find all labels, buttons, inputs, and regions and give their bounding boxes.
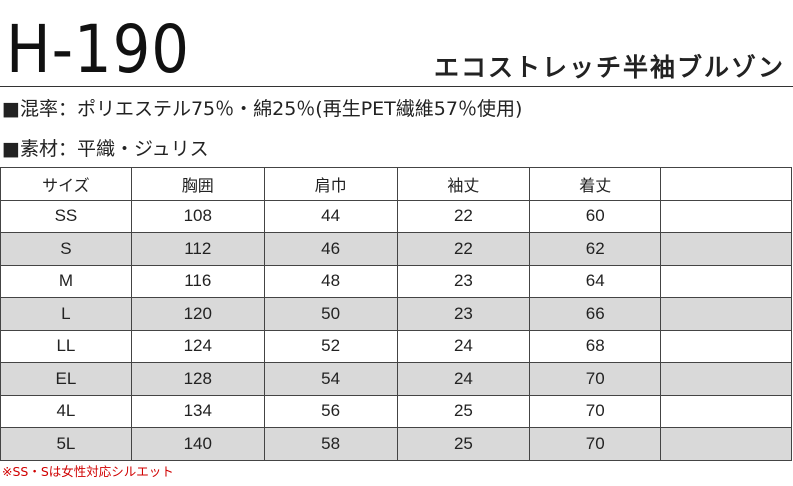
cell-blank bbox=[660, 232, 792, 266]
cell-length: 70 bbox=[529, 362, 662, 396]
cell-shoulder: 58 bbox=[263, 427, 398, 461]
cell-size: EL bbox=[0, 362, 132, 396]
table-row: EL 128 54 24 70 bbox=[0, 362, 792, 396]
cell-chest: 140 bbox=[130, 427, 265, 461]
cell-size: SS bbox=[0, 199, 132, 233]
column-header-sleeve: 袖丈 bbox=[396, 167, 531, 201]
cell-blank bbox=[660, 329, 792, 363]
cell-chest: 128 bbox=[130, 362, 265, 396]
size-table: サイズ 胸囲 肩巾 袖丈 着丈 SS 108 44 22 60 S 112 46 22 62 M 11… bbox=[0, 167, 792, 461]
cell-shoulder: 50 bbox=[263, 297, 398, 331]
cell-sleeve: 22 bbox=[396, 199, 531, 233]
table-row: S 112 46 22 62 bbox=[0, 232, 792, 266]
table-row: L 120 50 23 66 bbox=[0, 297, 792, 331]
fabric-blend: ■混率：ポリエステル75％・綿25％(再生PET繊維57％使用) bbox=[2, 98, 523, 120]
cell-length: 60 bbox=[529, 199, 662, 233]
cell-blank bbox=[660, 427, 792, 461]
cell-blank bbox=[660, 394, 792, 428]
cell-length: 70 bbox=[529, 427, 662, 461]
cell-shoulder: 56 bbox=[263, 394, 398, 428]
column-header-length: 着丈 bbox=[529, 167, 662, 201]
table-row: SS 108 44 22 60 bbox=[0, 199, 792, 233]
size-table-body: SS 108 44 22 60 S 112 46 22 62 M 116 48 23 64 L 120 50 23 6… bbox=[0, 199, 792, 461]
table-header-row: サイズ 胸囲 肩巾 袖丈 着丈 bbox=[0, 167, 792, 201]
product-code: H-190 bbox=[6, 11, 190, 88]
cell-chest: 120 bbox=[130, 297, 265, 331]
cell-blank bbox=[660, 297, 792, 331]
table-row: M 116 48 23 64 bbox=[0, 264, 792, 298]
cell-size: LL bbox=[0, 329, 132, 363]
cell-chest: 112 bbox=[130, 232, 265, 266]
cell-blank bbox=[660, 362, 792, 396]
cell-chest: 116 bbox=[130, 264, 265, 298]
cell-size: L bbox=[0, 297, 132, 331]
cell-length: 68 bbox=[529, 329, 662, 363]
cell-shoulder: 52 bbox=[263, 329, 398, 363]
cell-length: 66 bbox=[529, 297, 662, 331]
product-name: エコストレッチ半袖ブルゾン bbox=[433, 53, 785, 82]
cell-blank bbox=[660, 199, 792, 233]
size-note: ※SS・Sは女性対応シルエット bbox=[2, 464, 174, 479]
cell-chest: 124 bbox=[130, 329, 265, 363]
cell-sleeve: 22 bbox=[396, 232, 531, 266]
cell-sleeve: 23 bbox=[396, 297, 531, 331]
cell-size: M bbox=[0, 264, 132, 298]
cell-size: 4L bbox=[0, 394, 132, 428]
table-row: 4L 134 56 25 70 bbox=[0, 394, 792, 428]
cell-shoulder: 46 bbox=[263, 232, 398, 266]
cell-chest: 108 bbox=[130, 199, 265, 233]
column-header-chest: 胸囲 bbox=[130, 167, 265, 201]
cell-sleeve: 23 bbox=[396, 264, 531, 298]
fabric-material: ■素材：平織・ジュリス bbox=[2, 138, 209, 160]
cell-size: 5L bbox=[0, 427, 132, 461]
table-row: 5L 140 58 25 70 bbox=[0, 427, 792, 461]
cell-sleeve: 24 bbox=[396, 362, 531, 396]
column-header-shoulder: 肩巾 bbox=[263, 167, 398, 201]
cell-shoulder: 48 bbox=[263, 264, 398, 298]
cell-length: 70 bbox=[529, 394, 662, 428]
header-divider bbox=[0, 86, 793, 87]
cell-sleeve: 25 bbox=[396, 427, 531, 461]
column-header-size: サイズ bbox=[0, 167, 132, 201]
table-row: LL 124 52 24 68 bbox=[0, 329, 792, 363]
cell-sleeve: 24 bbox=[396, 329, 531, 363]
cell-size: S bbox=[0, 232, 132, 266]
cell-chest: 134 bbox=[130, 394, 265, 428]
cell-shoulder: 54 bbox=[263, 362, 398, 396]
cell-blank bbox=[660, 264, 792, 298]
cell-length: 64 bbox=[529, 264, 662, 298]
cell-shoulder: 44 bbox=[263, 199, 398, 233]
column-header-blank bbox=[660, 167, 792, 201]
cell-length: 62 bbox=[529, 232, 662, 266]
cell-sleeve: 25 bbox=[396, 394, 531, 428]
